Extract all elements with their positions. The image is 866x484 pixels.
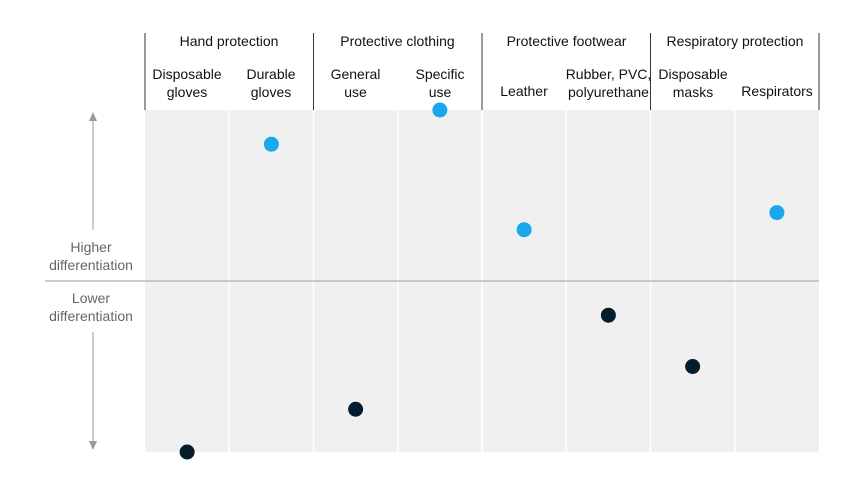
data-point-general-use: [348, 401, 364, 417]
data-point-specific-use: [432, 102, 448, 118]
data-point-respirators: [769, 205, 785, 221]
group-label-respiratory-protection: Respiratory protection: [666, 33, 804, 49]
category-label-leather: Leather: [500, 83, 548, 99]
data-point-rubber-pvc-polyurethane: [600, 307, 616, 323]
axis-label-lower-differentiation: Lower differentiation: [49, 290, 133, 324]
category-label-respirators: Respirators: [741, 83, 813, 99]
data-point-durable-gloves: [263, 136, 279, 152]
category-label-disposable-gloves: Disposable gloves: [152, 66, 222, 100]
data-point-disposable-masks: [685, 359, 701, 374]
group-label-protective-footwear: Protective footwear: [506, 33, 627, 49]
category-label-specific-use: Specific use: [415, 66, 465, 100]
arrow-down-head-icon: [89, 441, 97, 450]
group-label-protective-clothing: Protective clothing: [340, 33, 455, 49]
category-label-disposable-masks: Disposable masks: [658, 66, 728, 100]
category-label-durable-gloves: Durable gloves: [246, 66, 296, 100]
group-label-hand-protection: Hand protection: [179, 33, 279, 49]
data-point-leather: [516, 222, 532, 238]
category-label-rubber-pvc-polyurethane: Rubber, PVC, polyurethane: [565, 66, 652, 100]
data-point-disposable-gloves: [179, 444, 195, 460]
arrow-up-head-icon: [89, 112, 97, 121]
category-label-general-use: General use: [330, 66, 381, 100]
axis-label-higher-differentiation: Higher differentiation: [49, 239, 133, 273]
